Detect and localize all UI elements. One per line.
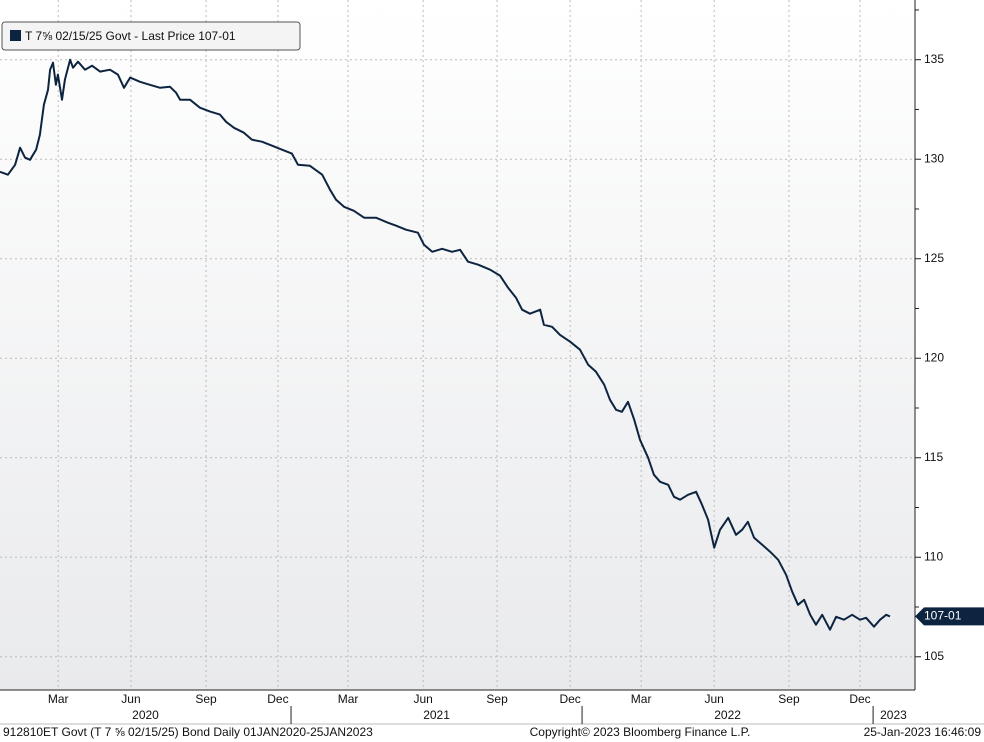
footer-left: 912810ET Govt (T 7 ⅝ 02/15/25) Bond Dail… bbox=[3, 725, 373, 739]
year-label: 2022 bbox=[714, 708, 741, 722]
x-tick-label: Mar bbox=[48, 692, 69, 706]
y-tick-label: 120 bbox=[924, 350, 944, 364]
year-label: 2020 bbox=[132, 708, 159, 722]
x-tick-label: Dec bbox=[559, 692, 580, 706]
x-tick-label: Dec bbox=[267, 692, 288, 706]
last-price-tag bbox=[915, 607, 984, 626]
x-tick-label: Sep bbox=[486, 692, 508, 706]
legend: T 7⅝ 02/15/25 Govt - Last Price 107-01 bbox=[1, 21, 301, 51]
legend-label: T 7⅝ 02/15/25 Govt - Last Price 107-01 bbox=[25, 29, 236, 43]
x-tick-label: Dec bbox=[849, 692, 870, 706]
y-tick-label: 115 bbox=[924, 450, 943, 464]
x-tick-label: Jun bbox=[413, 692, 432, 706]
y-tick-label: 105 bbox=[924, 649, 944, 663]
price-line bbox=[0, 58, 891, 631]
x-tick-label: Sep bbox=[195, 692, 217, 706]
y-tick-label: 110 bbox=[924, 549, 943, 563]
footer-center: Copyright© 2023 Bloomberg Finance L.P. bbox=[530, 725, 751, 739]
year-label: 2023 bbox=[880, 708, 907, 722]
y-tick-label: 135 bbox=[924, 52, 944, 66]
x-tick-label: Jun bbox=[705, 692, 724, 706]
footer-right: 25-Jan-2023 16:46:09 bbox=[864, 725, 982, 739]
x-tick-label: Mar bbox=[631, 692, 652, 706]
legend-swatch bbox=[10, 30, 21, 41]
x-tick-label: Sep bbox=[778, 692, 800, 706]
x-tick-label: Jun bbox=[121, 692, 140, 706]
plot-background bbox=[0, 0, 915, 690]
x-tick-label: Mar bbox=[338, 692, 359, 706]
year-label: 2021 bbox=[423, 708, 450, 722]
y-tick-label: 130 bbox=[924, 151, 944, 165]
legend-box bbox=[1, 21, 301, 51]
y-tick-label: 125 bbox=[924, 251, 944, 265]
last-price-label: 107-01 bbox=[924, 609, 962, 623]
